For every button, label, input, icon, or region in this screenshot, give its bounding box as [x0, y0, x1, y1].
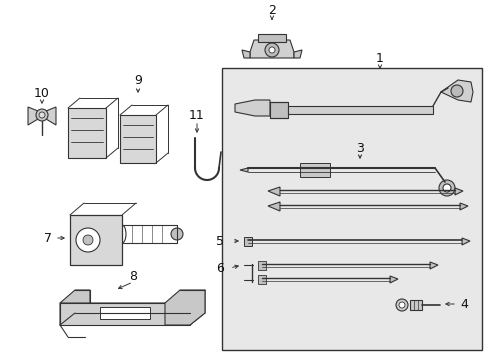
Polygon shape: [440, 80, 472, 102]
Polygon shape: [164, 290, 204, 325]
Bar: [120, 115, 156, 163]
Polygon shape: [459, 203, 467, 210]
Text: 7: 7: [44, 231, 52, 244]
Circle shape: [76, 228, 100, 252]
Circle shape: [83, 235, 93, 245]
Circle shape: [395, 299, 407, 311]
Text: 8: 8: [129, 270, 137, 283]
Text: 1: 1: [375, 51, 383, 64]
Bar: [299, 163, 329, 177]
Text: 11: 11: [189, 108, 204, 122]
Text: 10: 10: [34, 86, 50, 99]
Polygon shape: [293, 50, 302, 58]
Text: 6: 6: [216, 261, 224, 274]
Circle shape: [264, 43, 279, 57]
Circle shape: [450, 85, 462, 97]
Polygon shape: [235, 100, 269, 116]
Text: 5: 5: [216, 234, 224, 248]
Bar: [60, 303, 190, 325]
Text: 3: 3: [355, 141, 363, 154]
Polygon shape: [46, 107, 56, 125]
Polygon shape: [240, 168, 247, 172]
Polygon shape: [267, 202, 280, 211]
Text: 9: 9: [134, 73, 142, 86]
Text: 4: 4: [459, 297, 467, 310]
Bar: [269, 102, 287, 118]
Circle shape: [442, 184, 450, 192]
Polygon shape: [60, 290, 204, 325]
Polygon shape: [454, 188, 462, 195]
Circle shape: [268, 47, 274, 53]
Polygon shape: [60, 290, 90, 303]
Circle shape: [36, 109, 48, 121]
Bar: [258, 261, 265, 270]
Bar: [244, 237, 251, 246]
Circle shape: [39, 112, 45, 118]
Bar: [287, 106, 432, 114]
Polygon shape: [461, 238, 469, 245]
Polygon shape: [429, 262, 437, 269]
Polygon shape: [28, 107, 38, 125]
Bar: [258, 275, 265, 284]
Polygon shape: [267, 187, 280, 196]
Bar: [68, 108, 106, 158]
Polygon shape: [242, 50, 249, 58]
Circle shape: [398, 302, 404, 308]
Bar: [409, 300, 421, 310]
Circle shape: [438, 180, 454, 196]
Bar: [70, 215, 122, 265]
Bar: [222, 68, 481, 350]
Bar: [258, 34, 285, 42]
Polygon shape: [389, 276, 397, 283]
Circle shape: [171, 228, 183, 240]
Polygon shape: [249, 40, 293, 58]
Text: 2: 2: [267, 4, 275, 17]
Bar: [100, 307, 150, 319]
